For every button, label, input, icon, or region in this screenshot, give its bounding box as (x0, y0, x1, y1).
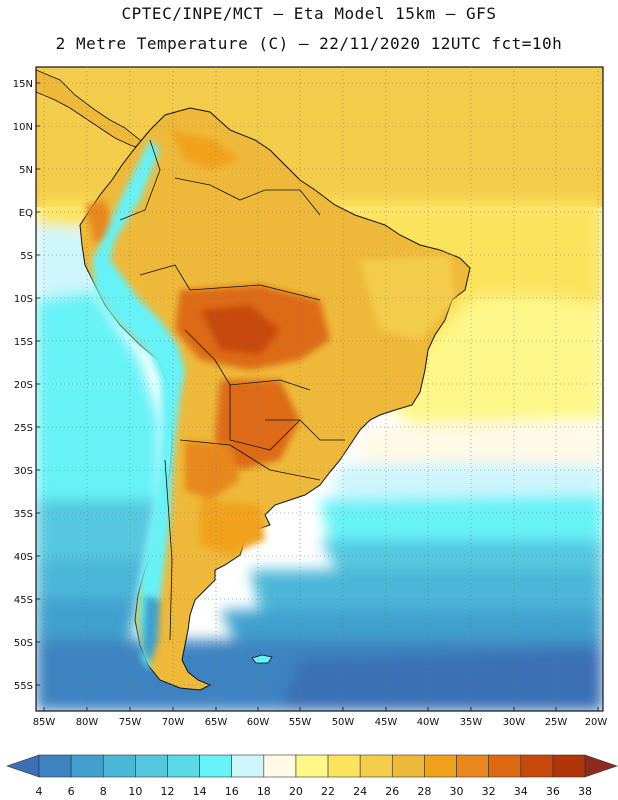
colorbar-label: 6 (68, 785, 75, 798)
lat-label: 30S (14, 466, 33, 477)
ocean-band-18-20 (330, 462, 603, 505)
colorbar-swatch (488, 754, 522, 778)
colorbar-swatch (520, 754, 554, 778)
warm-zone-venezuela (170, 130, 240, 170)
lon-label: 60W (247, 717, 270, 728)
lon-label: 30W (503, 717, 526, 728)
lon-label: 80W (76, 717, 99, 728)
colorbar-label: 28 (417, 785, 431, 798)
colorbar (6, 754, 618, 778)
map-panel (36, 67, 603, 711)
lat-label: 55S (14, 681, 33, 692)
lat-label: 15S (14, 337, 33, 348)
ocean-band-10-12 (36, 560, 603, 610)
colorbar-label: 34 (514, 785, 528, 798)
andes-patagonia-ice (142, 595, 160, 665)
atlantic-band-16-18 (320, 495, 603, 540)
colorbar-swatch (552, 754, 586, 778)
colorbar-label: 4 (36, 785, 43, 798)
colorbar-swatch (359, 754, 393, 778)
colorbar-swatch (167, 754, 200, 778)
colorbar-label: 32 (482, 785, 496, 798)
hotspot-core-34-36 (200, 305, 280, 355)
lat-label: 35S (14, 509, 33, 520)
ocean-band-12-14 (36, 500, 603, 575)
lon-label: 70W (162, 717, 185, 728)
lon-label: 35W (460, 717, 483, 728)
colorbar-label: 24 (353, 785, 367, 798)
ocean-band-4-6 (280, 650, 603, 711)
andes-cold-stripe (92, 140, 185, 670)
latitude-labels: 15N 10N 5N EQ 5S 10S 15S 20S 25S 30S 35S… (13, 79, 33, 692)
axis-ticks (36, 82, 599, 711)
lat-label: 20S (14, 380, 33, 391)
lat-label: 15N (13, 79, 33, 90)
lat-label: 10N (13, 122, 33, 133)
lon-label: 45W (375, 717, 398, 728)
lat-label: 45S (14, 595, 33, 606)
colorbar-label: 14 (193, 785, 207, 798)
lon-label: 85W (33, 717, 56, 728)
colorbar-swatch (456, 754, 489, 778)
falkland-islands (251, 654, 273, 664)
lon-label: 25W (545, 717, 568, 728)
colorbar-label: 16 (225, 785, 239, 798)
colorbar-swatch (199, 754, 233, 778)
lat-label: EQ (19, 208, 33, 219)
graticule (36, 67, 603, 711)
colorbar-swatch (135, 754, 168, 778)
colorbar-label: 30 (450, 785, 464, 798)
lon-label: 75W (119, 717, 142, 728)
lat-label: 50S (14, 638, 33, 649)
colorbar-swatch (295, 754, 329, 778)
colorbar-swatch (102, 754, 136, 778)
map-title-line2: 2 Metre Temperature (C) – 22/11/2020 12U… (55, 34, 563, 53)
country-borders (119, 139, 345, 641)
colorbar-label: 10 (128, 785, 142, 798)
lat-label: 25S (14, 423, 33, 434)
colorbar-high-cap (584, 754, 618, 778)
lon-label: 55W (289, 717, 312, 728)
ocean-band-20-22 (360, 422, 603, 470)
lon-label: 40W (417, 717, 440, 728)
colorbar-swatch (391, 754, 425, 778)
lon-label: 65W (205, 717, 228, 728)
colorbar-label: 22 (321, 785, 335, 798)
colorbar-label: 20 (289, 785, 303, 798)
colorbar-label: 36 (546, 785, 560, 798)
lon-label: 20W (585, 717, 608, 728)
colorbar-low-cap (6, 754, 40, 778)
colorbar-swatch (327, 754, 361, 778)
ocean-band-22-24 (380, 295, 603, 430)
lat-label: 40S (14, 552, 33, 563)
warm-zone-patagonia-north (200, 500, 265, 555)
colorbar-swatch (70, 754, 104, 778)
colorbar-label: 26 (385, 785, 399, 798)
colorbar-swatch (38, 754, 72, 778)
colorbar-labels: 4 6 8 10 12 14 16 18 20 22 24 26 28 30 32 34 36 38 (36, 785, 593, 798)
map-frame (35, 66, 604, 712)
lon-label: 50W (332, 717, 355, 728)
lat-label: 5N (19, 165, 33, 176)
colorbar-label: 8 (100, 785, 107, 798)
colorbar-swatch (231, 754, 265, 778)
colorbar-swatch (263, 754, 297, 778)
colorbar-label: 12 (160, 785, 174, 798)
pacific-band-16-18 (36, 290, 160, 500)
map-title-line1: CPTEC/INPE/MCT – Eta Model 15km – GFS (121, 4, 497, 23)
lat-label: 5S (20, 251, 33, 262)
longitude-labels: 85W 80W 75W 70W 65W 60W 55W 50W 45W 40W … (33, 717, 608, 728)
lat-label: 10S (14, 294, 33, 305)
hotspot-chaco (215, 380, 300, 470)
warm-zone-ne-brazil (360, 255, 455, 340)
colorbar-label: 18 (257, 785, 271, 798)
colorbar-swatch (424, 754, 457, 778)
ocean-band-8-10 (36, 600, 603, 650)
colorbar-label: 38 (578, 785, 592, 798)
